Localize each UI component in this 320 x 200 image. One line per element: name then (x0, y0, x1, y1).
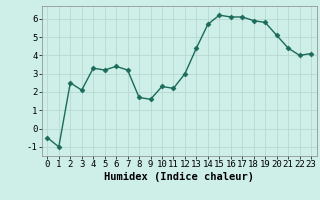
X-axis label: Humidex (Indice chaleur): Humidex (Indice chaleur) (104, 172, 254, 182)
